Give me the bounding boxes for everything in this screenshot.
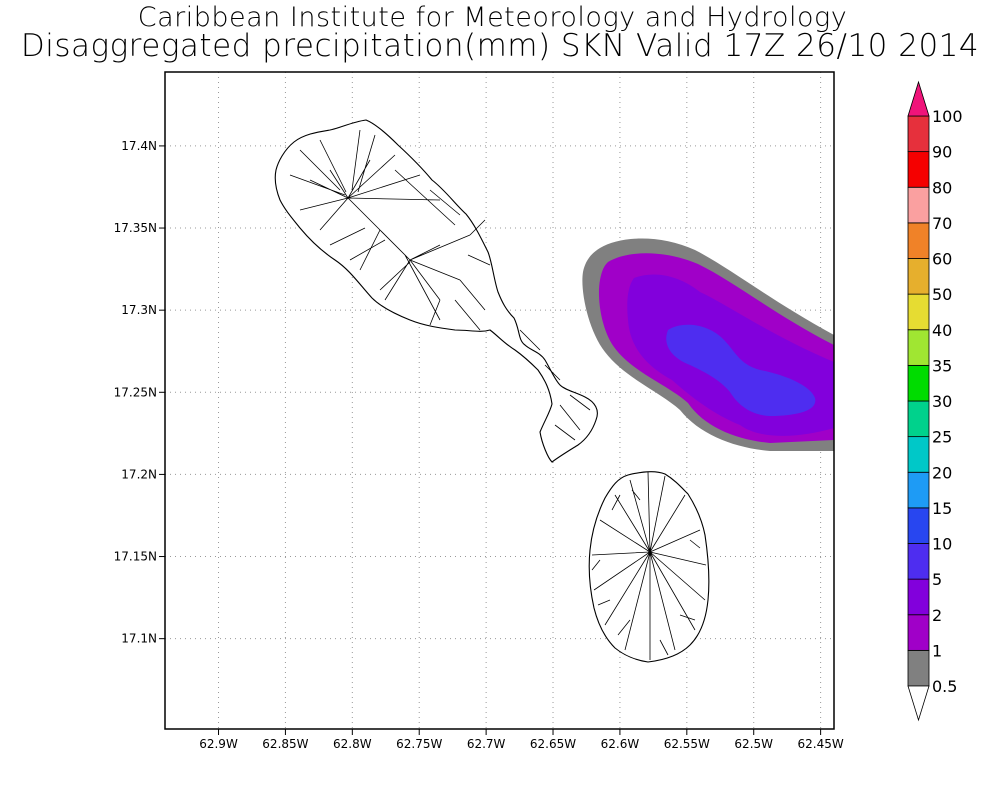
st-kitts-drainage [289,129,591,441]
nevis-island [588,471,710,663]
colorbar-box [907,258,930,295]
colorbar-box [907,186,930,224]
colorbar-label: 70 [932,214,952,233]
x-tick-label: 62.85W [262,737,308,751]
colorbar-label: 35 [932,356,952,375]
colorbar-label: 50 [932,285,952,304]
colorbar-label: 20 [932,463,952,482]
y-tick-label: 17.1N [121,632,157,646]
precipitation-field [582,238,834,451]
nevis-drainage [591,471,707,660]
colorbar-bottom-arrow [907,685,930,722]
colorbar-box [907,329,930,366]
x-tick-label: 62.7W [467,737,506,751]
y-tick-label: 17.3N [121,303,157,317]
y-tick-label: 17.4N [121,139,157,153]
axis-ticks: 62.9W 62.85W 62.8W 62.75W 62.7W 62.65W 62.6W 62… [114,139,844,751]
y-tick-label: 17.25N [114,385,157,399]
colorbar-label: 2 [932,606,942,625]
colorbar-box [907,222,930,259]
colorbar-label: 90 [932,143,952,162]
x-tick-label: 62.65W [530,737,576,751]
colorbar-box [907,649,930,687]
colorbar-label: 30 [932,392,952,411]
colorbar-label: 5 [932,570,942,589]
colorbar-box [907,293,930,331]
st-kitts-island [274,119,598,463]
colorbar-label: 40 [932,321,952,340]
colorbar-box [907,543,930,580]
plot-frame [164,71,835,730]
colorbar-box [907,507,930,544]
colorbar-label: 15 [932,499,952,518]
colorbar-label: 1 [932,641,942,660]
colorbar-label: 10 [932,535,952,554]
colorbar-box [907,471,930,509]
x-tick-label: 62.6W [601,737,640,751]
x-tick-label: 62.45W [798,737,844,751]
colorbar-label: 100 [932,107,963,126]
colorbar-box [907,614,930,651]
colorbar-label: 0.5 [932,677,957,696]
precip-contour-5 [666,324,816,417]
y-tick-label: 17.15N [114,550,157,564]
colorbar-box [907,151,930,188]
x-tick-label: 62.55W [664,737,710,751]
colorbar-top-arrow [907,80,930,117]
chart-title: Caribbean Institute for Meteorology and … [137,2,848,33]
colorbar-label: 80 [932,178,952,197]
x-tick-label: 62.5W [734,737,773,751]
colorbar-box [907,400,930,438]
nevis-coastline [588,471,710,663]
x-tick-label: 62.8W [333,737,372,751]
colorbar-box [907,364,930,402]
y-tick-label: 17.35N [114,221,157,235]
colorbar-box [907,436,930,473]
y-tick-label: 17.2N [121,467,157,481]
x-tick-label: 62.9W [199,737,238,751]
st-kitts-coastline [274,119,598,463]
colorbar-box [907,578,930,616]
x-tick-label: 62.75W [396,737,442,751]
chart-subtitle: Disaggregated precipitation(mm) SKN Vali… [20,28,980,64]
colorbar-label: 25 [932,428,952,447]
colorbar-box [907,115,930,153]
colorbar-label: 60 [932,250,952,269]
